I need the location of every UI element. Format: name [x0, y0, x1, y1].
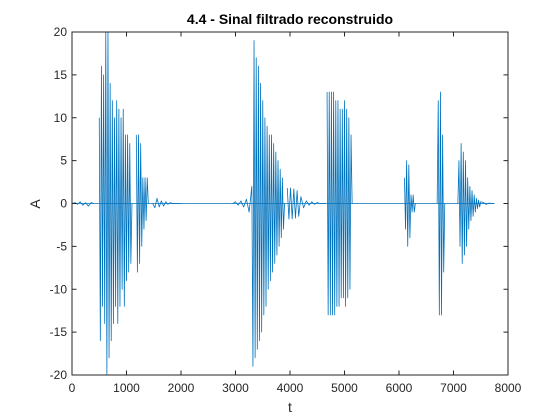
x-tick-label: 1000: [113, 381, 140, 395]
y-axis-label: A: [27, 199, 43, 209]
y-tick-label: -5: [56, 239, 67, 253]
x-tick-label: 2000: [168, 381, 195, 395]
y-tick-label: -10: [50, 282, 68, 296]
x-tick-label: 3000: [222, 381, 249, 395]
y-tick-label: -15: [50, 325, 68, 339]
series-line-segment-8: [404, 160, 416, 247]
x-tick-label: 7000: [440, 381, 467, 395]
y-tick-label: 10: [54, 111, 68, 125]
x-tick-label: 5000: [331, 381, 358, 395]
series-line-segment-4: [152, 197, 181, 209]
x-axis-label: t: [288, 399, 292, 415]
series-line-segment-7: [326, 91, 353, 316]
y-tick-label: 5: [60, 154, 67, 168]
x-tick-label: 0: [69, 381, 76, 395]
x-tick-label: 8000: [495, 381, 522, 395]
series-line-segment-10: [457, 143, 495, 264]
y-tick-label: 0: [60, 197, 67, 211]
y-tick-label: 20: [54, 25, 68, 39]
series-line-segment-6: [286, 187, 326, 220]
y-tick-label: -20: [50, 368, 68, 382]
chart-title: 4.4 - Sinal filtrado reconstruido: [187, 11, 393, 27]
series-layer: [72, 32, 495, 375]
series-line-segment-5: [232, 40, 285, 367]
series-line-segment-3: [135, 134, 149, 273]
series-line-segment-2: [98, 32, 133, 375]
y-tick-label: 15: [54, 68, 68, 82]
ticks-layer: 0 1000 2000 3000 4000 5000 6000 7000 8000 -20 -15 -…: [50, 25, 522, 395]
series-line-segment-9: [436, 91, 446, 316]
x-tick-label: 6000: [386, 381, 413, 395]
x-tick-label: 4000: [277, 381, 304, 395]
